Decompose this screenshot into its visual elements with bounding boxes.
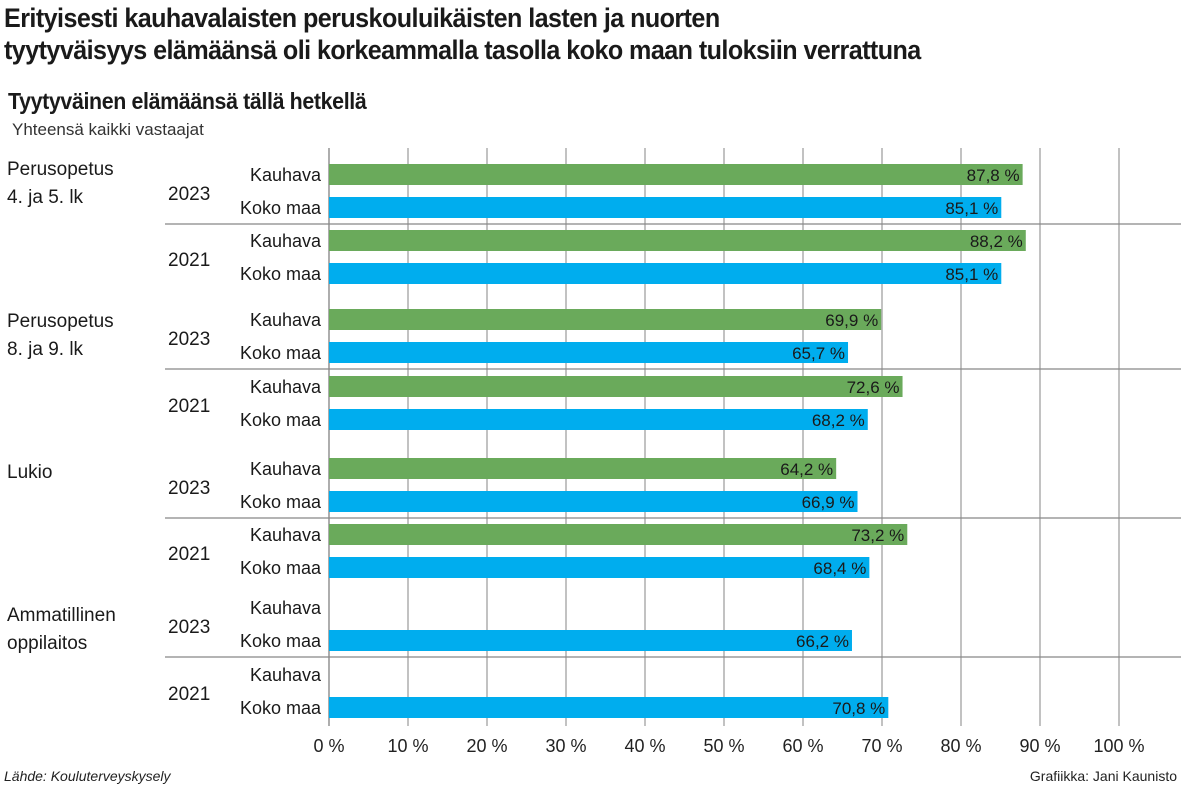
- group-label: Perusopetus: [7, 159, 114, 180]
- series-label: Koko maa: [240, 410, 322, 430]
- series-label: Kauhava: [250, 459, 322, 479]
- series-label: Kauhava: [250, 165, 322, 185]
- bar-koko-maa: [329, 491, 858, 512]
- series-label: Koko maa: [240, 698, 322, 718]
- series-label: Kauhava: [250, 231, 322, 251]
- x-tick-label: 50 %: [703, 736, 744, 756]
- credit-note: Grafiikka: Jani Kaunisto: [1029, 768, 1177, 784]
- series-label: Kauhava: [250, 598, 322, 618]
- series-label: Koko maa: [240, 492, 322, 512]
- data-label: 85,1 %: [945, 199, 998, 218]
- group-label: 8. ja 9. lk: [7, 339, 84, 360]
- bar-koko-maa: [329, 197, 1002, 218]
- headline-line-2: tyytyväisyys elämäänsä oli korkeammalla …: [4, 35, 921, 65]
- x-tick-label: 30 %: [545, 736, 586, 756]
- data-label: 68,4 %: [813, 559, 866, 578]
- x-tick-label: 10 %: [387, 736, 428, 756]
- series-label: Koko maa: [240, 343, 322, 363]
- series-label: Kauhava: [250, 525, 322, 545]
- series-label: Koko maa: [240, 631, 322, 651]
- data-label: 88,2 %: [970, 232, 1023, 251]
- data-label: 65,7 %: [792, 344, 845, 363]
- series-label: Kauhava: [250, 665, 322, 685]
- data-label: 72,6 %: [847, 378, 900, 397]
- group-label: Lukio: [7, 462, 52, 483]
- x-tick-label: 100 %: [1093, 736, 1144, 756]
- group-label: oppilaitos: [7, 633, 87, 654]
- group-label: Perusopetus: [7, 311, 114, 332]
- year-label: 2023: [168, 617, 210, 638]
- year-label: 2023: [168, 184, 210, 205]
- x-tick-label: 70 %: [861, 736, 902, 756]
- year-label: 2021: [168, 250, 210, 271]
- bar-kauhava: [329, 376, 903, 397]
- bar-kauhava: [329, 230, 1026, 251]
- bar-kauhava: [329, 164, 1023, 185]
- group-label: Ammatillinen: [7, 605, 116, 626]
- data-label: 68,2 %: [812, 411, 865, 430]
- series-label: Koko maa: [240, 198, 322, 218]
- bar-kauhava: [329, 524, 908, 545]
- bar-kauhava: [329, 309, 882, 330]
- year-label: 2023: [168, 478, 210, 499]
- x-tick-label: 60 %: [782, 736, 823, 756]
- chart-headline: Erityisesti kauhavalaisten peruskouluikä…: [4, 2, 921, 66]
- data-label: 66,9 %: [802, 493, 855, 512]
- x-tick-label: 80 %: [940, 736, 981, 756]
- bar-koko-maa: [329, 697, 889, 718]
- series-label: Kauhava: [250, 377, 322, 397]
- year-label: 2023: [168, 329, 210, 350]
- data-label: 87,8 %: [967, 166, 1020, 185]
- headline-line-1: Erityisesti kauhavalaisten peruskouluikä…: [4, 3, 720, 33]
- bar-koko-maa: [329, 342, 849, 363]
- data-label: 64,2 %: [780, 460, 833, 479]
- data-label: 70,8 %: [832, 699, 885, 718]
- bar-koko-maa: [329, 263, 1002, 284]
- bar-kauhava: [329, 458, 837, 479]
- x-tick-label: 40 %: [624, 736, 665, 756]
- data-label: 69,9 %: [825, 311, 878, 330]
- year-label: 2021: [168, 396, 210, 417]
- chart-subtitle: Yhteensä kaikki vastaajat: [12, 120, 204, 139]
- x-tick-label: 90 %: [1019, 736, 1060, 756]
- data-label: 66,2 %: [796, 632, 849, 651]
- series-label: Koko maa: [240, 558, 322, 578]
- group-label: 4. ja 5. lk: [7, 187, 84, 208]
- series-label: Kauhava: [250, 310, 322, 330]
- year-label: 2021: [168, 544, 210, 565]
- data-label: 85,1 %: [945, 265, 998, 284]
- x-tick-label: 0 %: [313, 736, 344, 756]
- data-label: 73,2 %: [851, 526, 904, 545]
- source-note: Lähde: Kouluterveyskysely: [4, 768, 171, 784]
- chart-title: Tyytyväinen elämäänsä tällä hetkellä: [8, 88, 367, 114]
- year-label: 2021: [168, 684, 210, 705]
- bar-koko-maa: [329, 630, 852, 651]
- bar-koko-maa: [329, 557, 870, 578]
- x-tick-label: 20 %: [466, 736, 507, 756]
- series-label: Koko maa: [240, 264, 322, 284]
- bar-koko-maa: [329, 409, 868, 430]
